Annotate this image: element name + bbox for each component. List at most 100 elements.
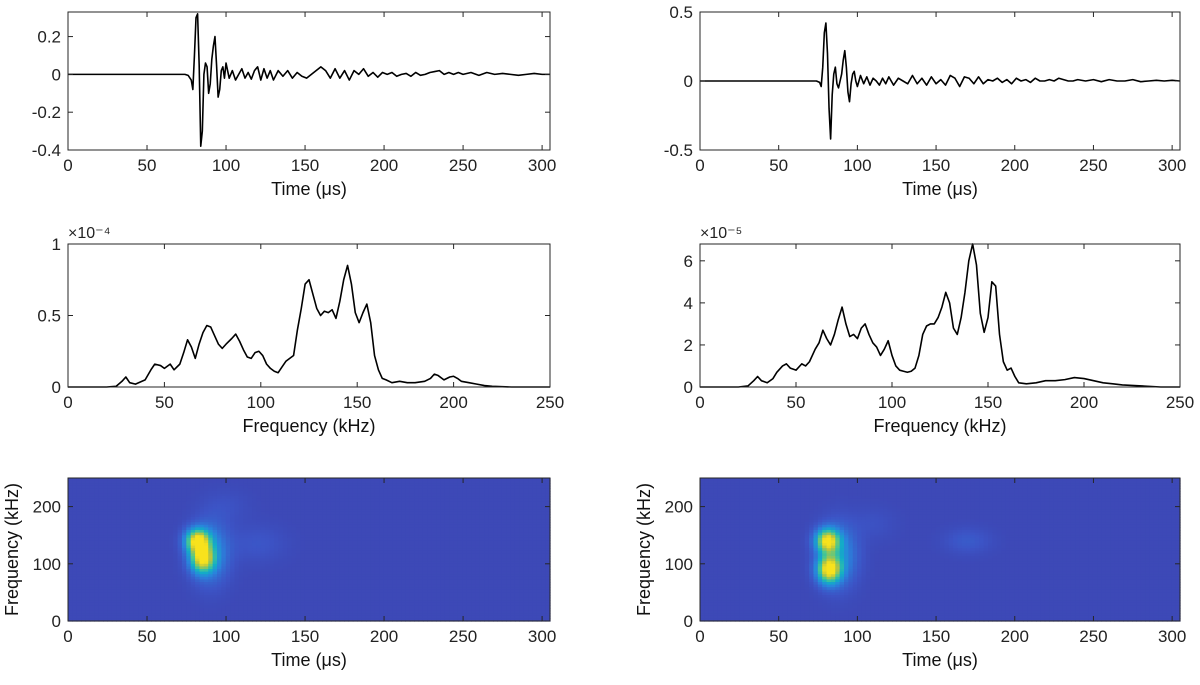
heatmap-cell [536,488,542,492]
heatmap-cell [365,504,371,508]
heatmap-cell [164,571,170,575]
heatmap-cell [471,545,477,549]
heatmap-cell [142,540,148,544]
heatmap-cell [129,501,135,505]
heatmap-cell [208,553,214,557]
heatmap-cell [133,483,139,487]
heatmap-cell [76,504,82,508]
heatmap-cell [475,501,481,505]
heatmap-cell [444,553,450,557]
heatmap-cell [352,584,358,588]
heatmap-cell [335,540,341,544]
heatmap-cell [541,509,547,513]
heatmap-cell [295,540,301,544]
heatmap-cell [422,540,428,544]
heatmap-cell [111,506,117,510]
heatmap-cell [392,563,398,567]
heatmap-cell [335,496,341,500]
heatmap-cell [317,553,323,557]
heatmap-cell [151,569,157,573]
heatmap-cell [409,496,415,500]
heatmap-cell [335,498,341,502]
heatmap-cell [142,504,148,508]
heatmap-cell [519,493,525,497]
heatmap-cell [89,517,95,521]
heatmap-cell [186,522,192,526]
heatmap-cell [295,576,301,580]
heatmap-cell [247,483,253,487]
heatmap-cell [212,498,218,502]
heatmap-cell [168,569,174,573]
heatmap-cell [81,530,87,534]
heatmap-cell [431,556,437,560]
heatmap-cell [234,558,240,562]
heatmap-cell [256,509,262,513]
heatmap-cell [81,509,87,513]
heatmap-cell [344,584,350,588]
heatmap-cell [519,548,525,552]
heatmap-cell [111,584,117,588]
heatmap-cell [348,506,354,510]
heatmap-cell [168,535,174,539]
heatmap-cell [330,493,336,497]
heatmap-cell [186,514,192,518]
heatmap-cell [212,574,218,578]
heatmap-cell [409,517,415,521]
heatmap-cell [409,498,415,502]
heatmap-cell [497,478,503,482]
heatmap-cell [383,511,389,515]
heatmap-cell [501,561,507,565]
heatmap-cell [260,545,266,549]
heatmap-cell [444,506,450,510]
heatmap-cell [230,576,236,580]
heatmap-cell [98,579,104,583]
heatmap-cell [317,540,323,544]
heatmap-cell [392,571,398,575]
heatmap-cell [440,501,446,505]
heatmap-cell [326,519,332,523]
heatmap-cell [225,579,231,583]
heatmap-cell [431,561,437,565]
heatmap-cell [431,532,437,536]
heatmap-cell [493,530,499,534]
heatmap-cell [269,524,275,528]
heatmap-cell [273,556,279,560]
heatmap-cell [414,558,420,562]
heatmap-cell [418,563,424,567]
heatmap-cell [466,491,472,495]
heatmap-cell [510,485,516,489]
heatmap-cell [457,561,463,565]
heatmap-cell [155,571,161,575]
heatmap-cell [418,517,424,521]
heatmap-cell [230,478,236,482]
heatmap-cell [116,509,122,513]
heatmap-cell [124,517,130,521]
heatmap-cell [357,522,363,526]
heatmap-cell [186,543,192,547]
heatmap-cell [523,569,529,573]
heatmap-cell [370,561,376,565]
heatmap-cell [497,493,503,497]
heatmap-cell [291,524,297,528]
heatmap-cell [85,491,91,495]
heatmap-cell [431,522,437,526]
heatmap-cell [186,530,192,534]
heatmap-cell [466,563,472,567]
heatmap-cell [506,522,512,526]
heatmap-cell [444,480,450,484]
heatmap-cell [475,514,481,518]
heatmap-cell [449,582,455,586]
heatmap-cell [322,550,328,554]
heatmap-cell [291,587,297,591]
heatmap-cell [506,553,512,557]
heatmap-cell [208,561,214,565]
heatmap-cell [168,553,174,557]
heatmap-cell [401,535,406,539]
heatmap-cell [120,550,126,554]
heatmap-cell [436,514,442,518]
heatmap-cell [519,553,525,557]
heatmap-cell [243,514,249,518]
heatmap-cell [221,579,227,583]
heatmap-cell [173,514,179,518]
